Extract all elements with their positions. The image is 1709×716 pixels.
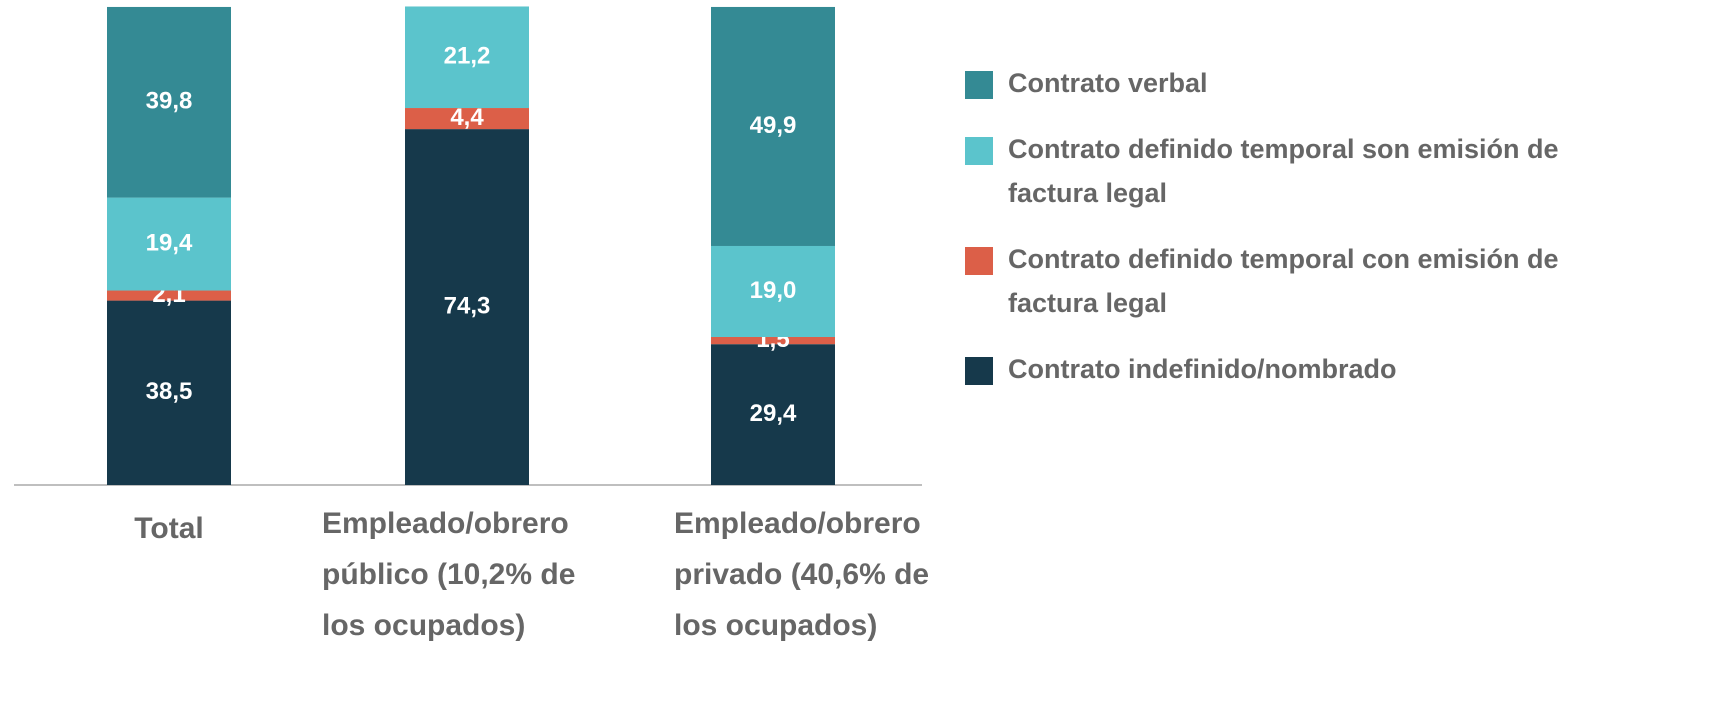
bar-segment (405, 108, 529, 130)
x-tick-label: Total (134, 512, 203, 545)
bar-segment (107, 290, 231, 301)
legend-label: Contrato definido temporal son emisión d… (1008, 134, 1559, 208)
data-label: 29,4 (750, 400, 797, 427)
bar-segment (711, 6, 835, 246)
legend-swatch (965, 247, 993, 275)
legend-label: Contrato definido temporal con emisión d… (1008, 244, 1559, 318)
legend-swatch (965, 137, 993, 165)
data-label: 38,5 (146, 378, 193, 405)
data-label: 19,4 (146, 229, 193, 256)
x-tick-label: Empleado/obrero público (10,2% de los ocup… (322, 507, 575, 642)
data-label: 19,0 (750, 277, 797, 304)
bar-segment (405, 129, 529, 485)
data-label: 39,8 (146, 88, 193, 115)
bar-segment (711, 344, 835, 485)
bar-segment (711, 336, 835, 345)
data-label: 21,2 (444, 43, 491, 70)
data-label: 74,3 (444, 292, 491, 319)
legend-swatch (965, 357, 993, 385)
bar-segment (711, 245, 835, 337)
legend-swatch (965, 71, 993, 99)
data-label: 4,4 (450, 104, 484, 131)
data-label: 49,9 (750, 112, 797, 139)
legend-label: Contrato indefinido/nombrado (1008, 354, 1396, 384)
bar-segment (107, 300, 231, 485)
bar-segment (405, 6, 529, 109)
x-tick-label: Empleado/obrero privado (40,6% de los ocup… (674, 507, 929, 642)
legend-label: Contrato verbal (1008, 68, 1208, 98)
bar-segment (107, 6, 231, 198)
bar-segment (107, 197, 231, 291)
